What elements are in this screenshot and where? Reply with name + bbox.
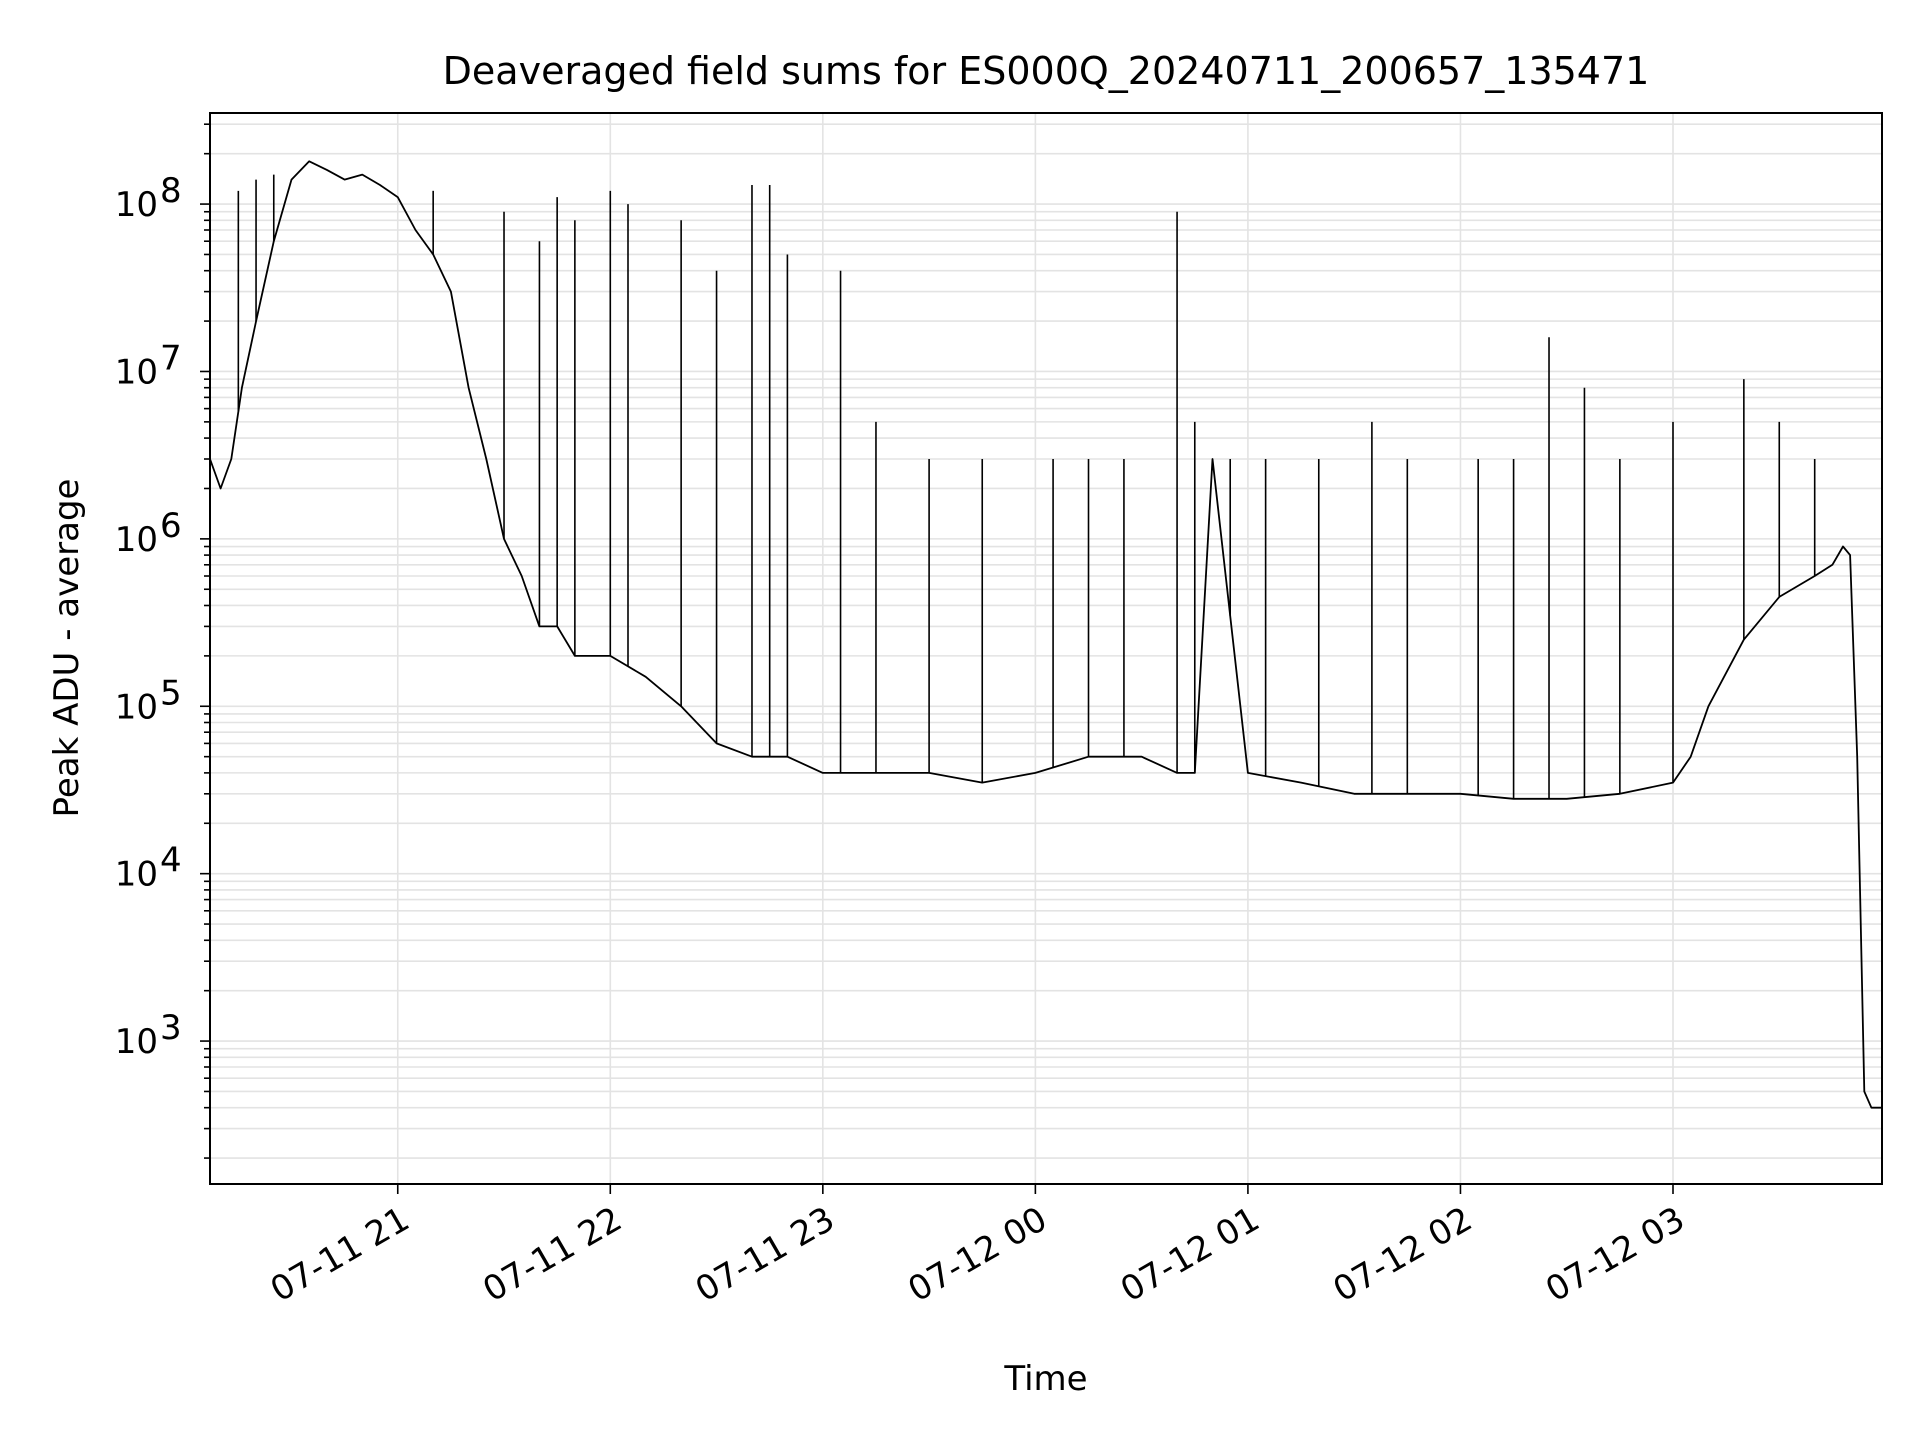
- plot-area: [209, 160, 1882, 1109]
- y-tick-label-exponent: 5: [160, 673, 182, 713]
- y-axis-label: Peak ADU - average: [47, 479, 87, 818]
- axes-frame: [209, 112, 1883, 1185]
- y-tick-label: 10: [115, 352, 158, 392]
- y-tick-label: 10: [115, 520, 158, 560]
- series-line: [209, 160, 1882, 1109]
- y-tick-label: 10: [115, 1022, 158, 1062]
- x-axis-label: Time: [1003, 1359, 1087, 1399]
- chart-title: Deaveraged field sums for ES000Q_2024071…: [443, 49, 1650, 93]
- y-tick-label-exponent: 7: [160, 338, 182, 378]
- y-tick-label: 10: [115, 855, 158, 895]
- y-tick-label-exponent: 3: [160, 1008, 182, 1048]
- y-tick-label-exponent: 4: [160, 841, 182, 881]
- y-tick-label: 10: [115, 687, 158, 727]
- y-tick-label: 10: [115, 185, 158, 225]
- y-tick-label-exponent: 6: [160, 506, 182, 546]
- y-tick-label-exponent: 8: [160, 171, 182, 211]
